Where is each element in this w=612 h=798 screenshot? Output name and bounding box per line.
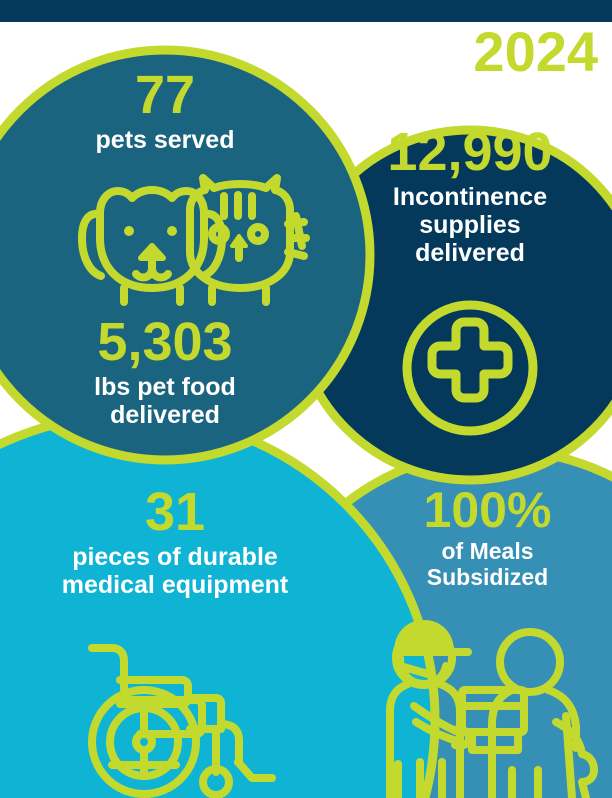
stat-pet-food-label-line2: delivered [110,401,220,429]
top-accent-bar [0,0,612,22]
stat-incontinence-value: 12,990 [387,122,553,182]
year-label: 2024 [473,20,598,83]
stat-pet-food-label-line1: lbs pet food [94,373,236,401]
stat-dme-value: 31 [144,482,206,542]
stat-meals-label-line2: Subsidized [426,563,549,590]
stat-dme-label-line1: pieces of durable [72,543,278,571]
stat-incontinence-label-line3: delivered [415,239,525,267]
stat-pets-label: pets served [95,126,235,154]
wheelchair-icon [88,644,276,798]
stat-incontinence: 12,990 Incontinence supplies delivered [335,125,605,267]
stat-pets: 77 pets served [20,68,310,154]
medical-cross-icon [402,300,538,436]
stat-dme-label-line2: medical equipment [61,571,289,599]
stat-incontinence-label-line1: Incontinence [392,183,548,211]
stat-pet-food: 5,303 lbs pet food delivered [20,315,310,429]
dog-cat-icon [78,174,310,306]
stat-meals-value: 100% [423,482,552,538]
stat-meals-label-line1: of Meals [441,538,534,564]
stat-incontinence-label-line2: supplies [419,211,521,239]
meal-delivery-icon [386,620,598,798]
stat-pet-food-value: 5,303 [97,312,233,372]
stat-pets-value: 77 [134,65,196,125]
stat-meals: 100% of Meals Subsidized [370,485,605,591]
circle-pets [0,45,375,465]
stat-dme: 31 pieces of durable medical equipment [10,485,340,599]
